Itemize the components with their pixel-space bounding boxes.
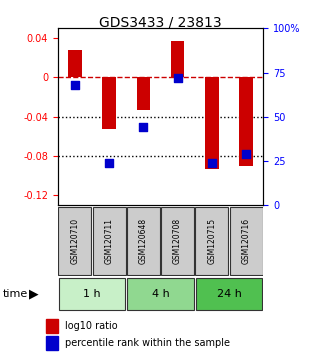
Bar (136, 78, 150, 110)
Bar (127, 207, 160, 275)
Point (72, 82, 77, 88)
Bar (68, 50, 82, 78)
Bar (195, 207, 228, 275)
Text: GSM120711: GSM120711 (105, 218, 114, 264)
Bar (59, 278, 125, 310)
Text: GSM120716: GSM120716 (242, 218, 251, 264)
Text: time: time (3, 289, 29, 299)
Text: GDS3433 / 23813: GDS3433 / 23813 (99, 16, 222, 30)
Point (244, 151, 249, 157)
Bar (102, 78, 116, 129)
Text: GSM120648: GSM120648 (139, 218, 148, 264)
Bar (127, 278, 194, 310)
Bar (239, 78, 253, 166)
Text: ▶: ▶ (29, 287, 39, 300)
Bar (161, 207, 194, 275)
Point (175, 75, 180, 81)
Text: GSM120708: GSM120708 (173, 218, 182, 264)
Text: log10 ratio: log10 ratio (65, 321, 118, 331)
Text: 4 h: 4 h (152, 289, 169, 299)
Text: percentile rank within the sample: percentile rank within the sample (65, 338, 230, 348)
Bar (93, 207, 126, 275)
Bar (47, 336, 58, 350)
Text: GSM120715: GSM120715 (207, 218, 216, 264)
Point (141, 125, 146, 130)
Bar (196, 278, 262, 310)
Bar (47, 319, 58, 333)
Bar (58, 207, 91, 275)
Text: GSM120710: GSM120710 (70, 218, 79, 264)
Point (107, 160, 112, 166)
Text: 24 h: 24 h (217, 289, 241, 299)
Point (209, 160, 214, 166)
Bar (205, 78, 219, 169)
Bar (230, 207, 263, 275)
Bar (171, 41, 185, 78)
Text: 1 h: 1 h (83, 289, 101, 299)
